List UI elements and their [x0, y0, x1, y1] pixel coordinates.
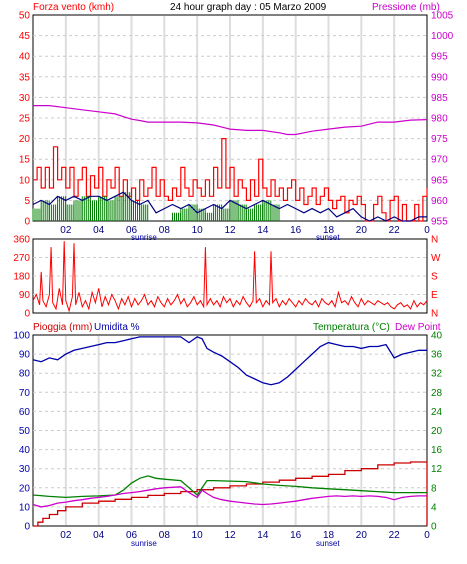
y-tick-dir-left-2: 180	[13, 272, 30, 283]
y-tick-dir-right-0: N	[431, 309, 438, 320]
y-tick-top-right-8: 995	[431, 52, 448, 63]
x-tick-bot-0: 02	[60, 530, 72, 541]
x-tick-top-8: 18	[323, 225, 335, 236]
x-tick-top-10: 22	[389, 225, 401, 236]
series-wind_avg	[32, 191, 427, 222]
y-tick-dir-right-3: W	[431, 253, 441, 264]
y-tick-top-left-4: 20	[19, 134, 31, 145]
y-tick-top-right-9: 1000	[431, 31, 454, 42]
y-tick-bot-left-10: 100	[13, 331, 30, 342]
series-humidity	[32, 336, 427, 386]
series-direction	[32, 241, 428, 313]
y-tick-bot-right-2: 8	[431, 483, 437, 494]
y-tick-dir-right-1: E	[431, 290, 438, 301]
series-pressure	[33, 105, 428, 136]
x-tick-top-11: 0	[424, 225, 430, 236]
y-tick-dir-left-4: 360	[13, 235, 30, 246]
y-tick-dir-left-3: 270	[13, 253, 30, 264]
x-tick-top-0: 02	[60, 225, 72, 236]
y-tick-bot-right-7: 28	[431, 388, 443, 399]
y-tick-top-right-6: 985	[431, 93, 448, 104]
sunset-label-bottom: sunset	[316, 539, 340, 548]
y-tick-bot-right-3: 12	[431, 464, 443, 475]
y-tick-bot-right-10: 40	[431, 331, 443, 342]
y-tick-top-right-4: 975	[431, 134, 448, 145]
sunrise-label-bottom: sunrise	[131, 539, 157, 548]
y-tick-top-right-5: 980	[431, 114, 448, 125]
y-tick-bot-left-9: 90	[19, 350, 31, 361]
x-tick-bot-4: 10	[192, 530, 204, 541]
y-tick-bot-right-4: 16	[431, 445, 443, 456]
y-tick-top-right-10: 1005	[431, 11, 454, 22]
y-tick-top-left-9: 45	[19, 31, 31, 42]
x-tick-top-7: 16	[290, 225, 302, 236]
y-tick-bot-left-2: 20	[19, 483, 31, 494]
rain-axis-title: Pioggia (mm)	[33, 322, 92, 333]
y-tick-bot-left-6: 60	[19, 407, 31, 418]
x-tick-top-3: 08	[159, 225, 171, 236]
y-tick-top-left-10: 50	[19, 11, 31, 22]
y-tick-dir-right-2: S	[431, 272, 438, 283]
y-tick-top-left-5: 25	[19, 114, 31, 125]
x-tick-top-5: 12	[224, 225, 236, 236]
sunset-label-top: sunset	[316, 233, 340, 242]
x-tick-bot-5: 12	[224, 530, 236, 541]
y-tick-dir-left-1: 90	[19, 290, 31, 301]
y-tick-bot-left-1: 10	[19, 502, 31, 513]
y-tick-top-left-1: 5	[24, 196, 30, 207]
wind-axis-title: Forza vento (kmh)	[33, 2, 114, 13]
chart-title: 24 hour graph day : 05 Marzo 2009	[170, 2, 327, 13]
x-tick-top-1: 04	[93, 225, 105, 236]
x-tick-top-2: 06	[126, 225, 138, 236]
y-tick-dir-left-0: 0	[24, 309, 30, 320]
series-wind_max	[33, 138, 428, 222]
x-tick-bot-2: 06	[126, 530, 138, 541]
temperature-axis-title: Temperatura (°C)	[313, 322, 390, 333]
y-tick-bot-right-9: 36	[431, 350, 443, 361]
x-tick-bot-10: 22	[389, 530, 401, 541]
y-tick-bot-right-0: 0	[431, 522, 437, 533]
humidity-axis-title: Umidita %	[94, 322, 140, 333]
y-tick-bot-left-8: 80	[19, 369, 31, 380]
sunrise-label-top: sunrise	[131, 233, 157, 242]
x-tick-bot-8: 18	[323, 530, 335, 541]
y-tick-bot-right-6: 24	[431, 407, 443, 418]
y-tick-top-right-0: 955	[431, 217, 448, 228]
y-tick-top-left-7: 35	[19, 72, 31, 83]
x-tick-bot-7: 16	[290, 530, 302, 541]
x-tick-top-4: 10	[192, 225, 204, 236]
dewpoint-axis-title: Dew Point	[395, 322, 441, 333]
y-tick-bot-right-8: 32	[431, 369, 443, 380]
y-tick-top-left-0: 0	[24, 217, 30, 228]
y-tick-bot-left-7: 70	[19, 388, 31, 399]
x-tick-top-9: 20	[356, 225, 368, 236]
x-tick-bot-6: 14	[257, 530, 269, 541]
y-tick-top-left-2: 10	[19, 175, 31, 186]
y-tick-top-right-1: 960	[431, 196, 448, 207]
y-tick-bot-right-1: 4	[431, 502, 437, 513]
x-tick-top-6: 14	[257, 225, 269, 236]
y-tick-bot-right-5: 20	[431, 426, 443, 437]
y-tick-top-left-3: 15	[19, 155, 31, 166]
x-tick-bot-9: 20	[356, 530, 368, 541]
series-rain	[33, 461, 428, 527]
x-tick-bot-3: 08	[159, 530, 171, 541]
y-tick-bot-left-5: 50	[19, 426, 31, 437]
y-tick-top-right-7: 990	[431, 72, 448, 83]
y-tick-bot-left-3: 30	[19, 464, 31, 475]
y-tick-top-left-8: 40	[19, 52, 31, 63]
y-tick-top-right-2: 965	[431, 175, 448, 186]
x-tick-bot-11: 0	[424, 530, 430, 541]
pressure-axis-title: Pressione (mb)	[372, 2, 440, 13]
y-tick-dir-right-4: N	[431, 235, 438, 246]
series-dewpoint	[32, 486, 427, 508]
y-tick-bot-left-0: 0	[24, 522, 30, 533]
y-tick-top-left-6: 30	[19, 93, 31, 104]
y-tick-bot-left-4: 40	[19, 445, 31, 456]
y-tick-top-right-3: 970	[431, 155, 448, 166]
x-tick-bot-1: 04	[93, 530, 105, 541]
